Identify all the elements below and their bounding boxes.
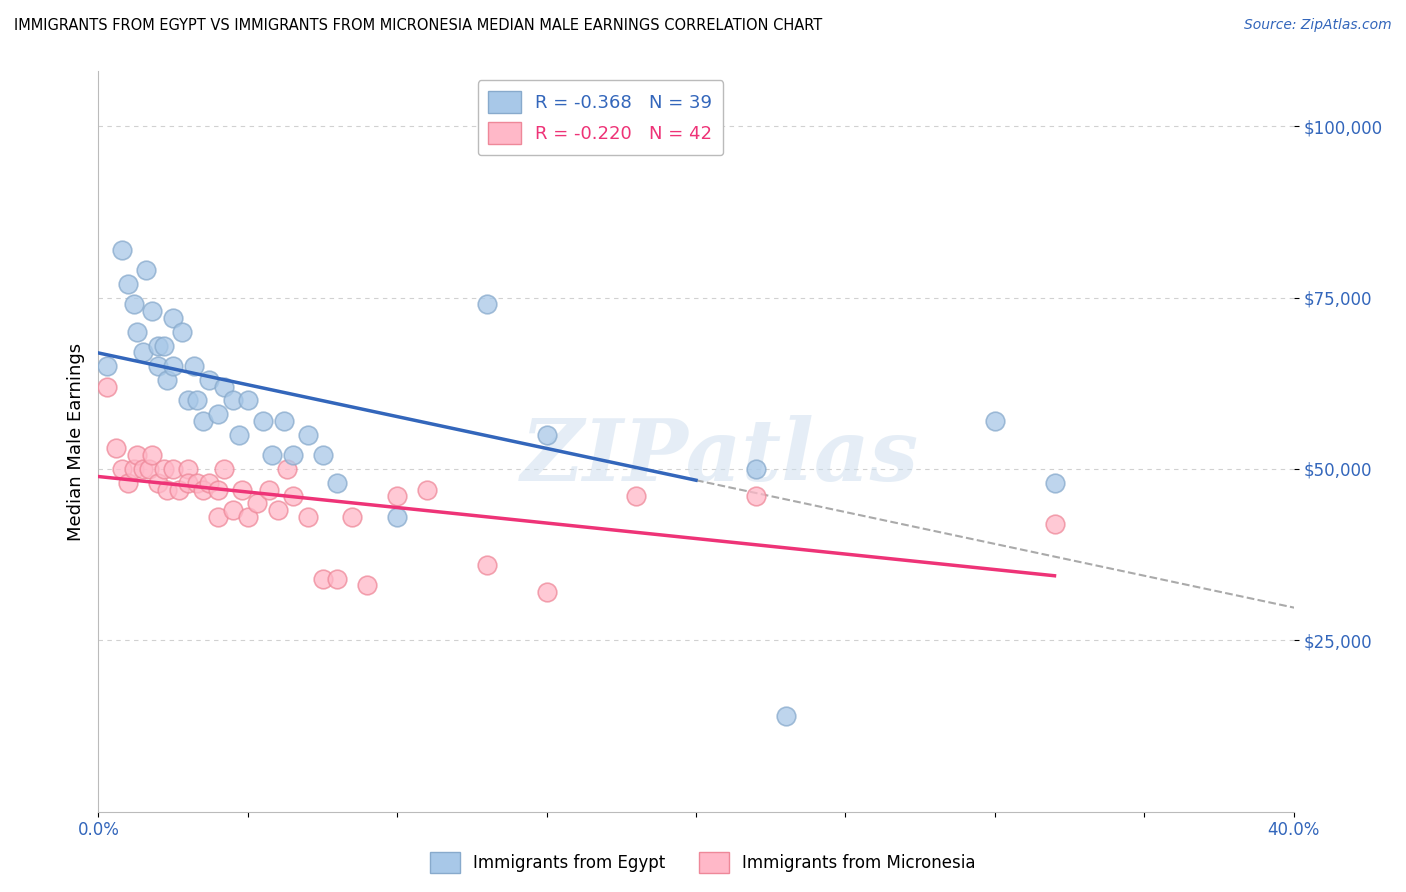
Point [132, 462, 155, 476]
Point [775, 708, 797, 723]
Point [141, 304, 163, 318]
Point [311, 572, 333, 586]
Point [385, 510, 409, 524]
Point [745, 462, 768, 476]
Point [222, 503, 245, 517]
Point [156, 373, 179, 387]
Point [236, 510, 259, 524]
Point [281, 448, 304, 462]
Point [138, 462, 160, 476]
Point [162, 359, 184, 373]
Point [311, 448, 333, 462]
Point [186, 393, 208, 408]
Point [148, 475, 170, 490]
Point [326, 475, 349, 490]
Point [167, 483, 190, 497]
Point [191, 483, 214, 497]
Point [127, 325, 149, 339]
Point [246, 496, 269, 510]
Point [281, 489, 304, 503]
Point [273, 414, 295, 428]
Point [385, 489, 409, 503]
Point [135, 263, 157, 277]
Point [191, 414, 214, 428]
Text: Source: ZipAtlas.com: Source: ZipAtlas.com [1244, 18, 1392, 32]
Point [252, 414, 274, 428]
Point [260, 448, 283, 462]
Point [148, 338, 170, 352]
Point [198, 475, 221, 490]
Y-axis label: Median Male Earnings: Median Male Earnings [66, 343, 84, 541]
Point [141, 448, 163, 462]
Point [536, 427, 558, 442]
Text: ZIPatlas: ZIPatlas [520, 415, 920, 498]
Point [198, 373, 221, 387]
Point [257, 483, 280, 497]
Legend: Immigrants from Egypt, Immigrants from Micronesia: Immigrants from Egypt, Immigrants from M… [423, 846, 983, 880]
Point [132, 345, 155, 359]
Point [1043, 516, 1066, 531]
Point [186, 475, 208, 490]
Point [111, 462, 134, 476]
Point [267, 503, 290, 517]
Point [162, 311, 184, 326]
Point [356, 578, 378, 592]
Point [416, 483, 439, 497]
Point [183, 359, 205, 373]
Point [207, 407, 229, 421]
Point [236, 393, 259, 408]
Point [148, 359, 170, 373]
Point [96, 380, 118, 394]
Point [297, 427, 319, 442]
Point [153, 462, 176, 476]
Point [105, 442, 128, 456]
Point [984, 414, 1007, 428]
Legend: R = -0.368   N = 39, R = -0.220   N = 42: R = -0.368 N = 39, R = -0.220 N = 42 [478, 80, 723, 155]
Point [212, 380, 235, 394]
Point [111, 243, 134, 257]
Point [626, 489, 648, 503]
Point [96, 359, 118, 373]
Point [162, 462, 184, 476]
Point [475, 297, 498, 311]
Point [228, 427, 250, 442]
Point [475, 558, 498, 572]
Point [297, 510, 319, 524]
Point [222, 393, 245, 408]
Point [172, 325, 194, 339]
Point [276, 462, 298, 476]
Point [177, 393, 200, 408]
Point [342, 510, 364, 524]
Point [177, 462, 200, 476]
Point [156, 483, 179, 497]
Point [231, 483, 253, 497]
Point [127, 448, 149, 462]
Point [536, 585, 558, 599]
Point [207, 510, 229, 524]
Point [124, 462, 146, 476]
Point [117, 277, 139, 291]
Point [745, 489, 768, 503]
Point [1043, 475, 1066, 490]
Point [124, 297, 146, 311]
Point [117, 475, 139, 490]
Point [326, 572, 349, 586]
Point [177, 475, 200, 490]
Point [207, 483, 229, 497]
Point [212, 462, 235, 476]
Point [153, 338, 176, 352]
Text: IMMIGRANTS FROM EGYPT VS IMMIGRANTS FROM MICRONESIA MEDIAN MALE EARNINGS CORRELA: IMMIGRANTS FROM EGYPT VS IMMIGRANTS FROM… [14, 18, 823, 33]
